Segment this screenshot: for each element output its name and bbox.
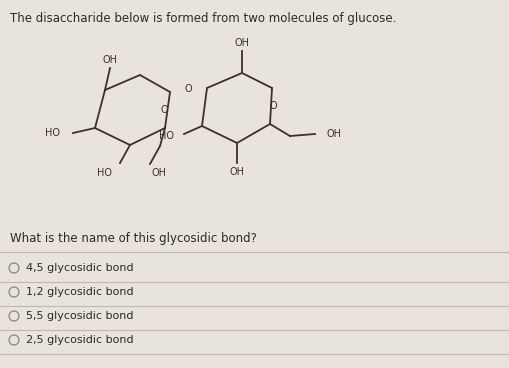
Text: 4,5 glycosidic bond: 4,5 glycosidic bond	[26, 263, 134, 273]
Text: What is the name of this glycosidic bond?: What is the name of this glycosidic bond…	[10, 232, 257, 245]
Text: HO: HO	[45, 128, 60, 138]
Text: O: O	[269, 101, 277, 111]
Text: The disaccharide below is formed from two molecules of glucose.: The disaccharide below is formed from tw…	[10, 12, 397, 25]
Text: OH: OH	[102, 55, 118, 65]
Text: OH: OH	[235, 38, 249, 48]
Text: O: O	[161, 105, 168, 115]
Text: 1,2 glycosidic bond: 1,2 glycosidic bond	[26, 287, 134, 297]
Text: 5,5 glycosidic bond: 5,5 glycosidic bond	[26, 311, 133, 321]
Text: HO: HO	[97, 168, 112, 178]
Text: OH: OH	[152, 168, 167, 178]
Text: O: O	[185, 84, 192, 94]
Text: OH: OH	[230, 167, 244, 177]
Text: 2,5 glycosidic bond: 2,5 glycosidic bond	[26, 335, 134, 345]
Text: OH: OH	[327, 129, 342, 139]
Text: HO: HO	[159, 131, 174, 141]
